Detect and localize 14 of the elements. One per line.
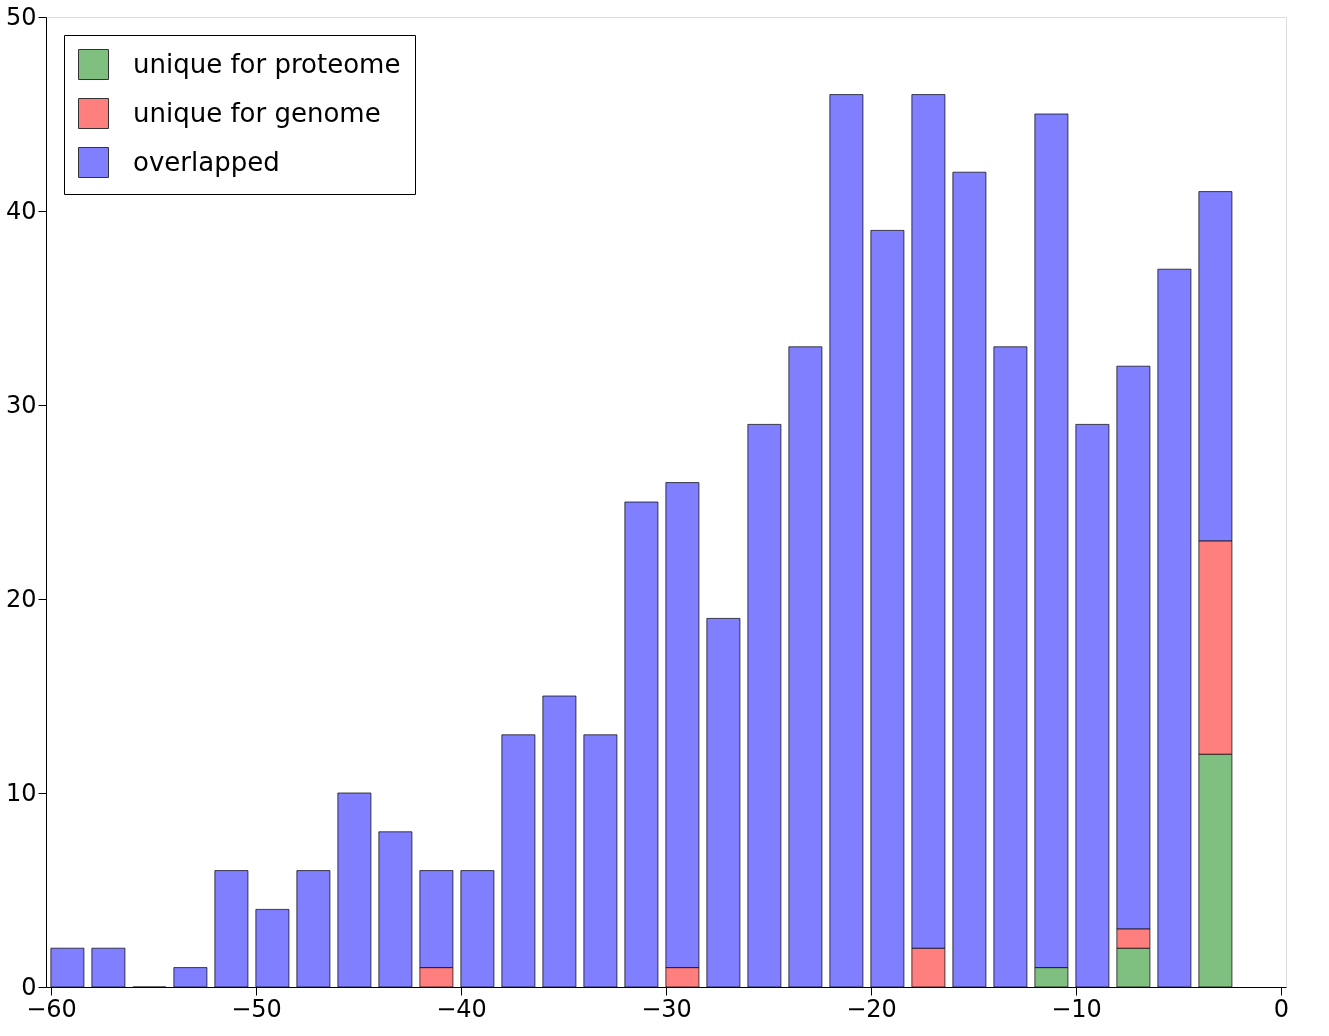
y-tick-label: 20	[5, 584, 37, 613]
legend-label: overlapped	[133, 146, 280, 177]
y-tick-label: 50	[5, 2, 37, 31]
y-tick-label: 10	[5, 778, 37, 807]
x-tick-label: 0	[1273, 994, 1290, 1023]
x-tick-label: −50	[231, 994, 282, 1023]
x-tick-label: −10	[1051, 994, 1102, 1023]
legend-label: unique for genome	[133, 97, 381, 128]
x-tick-label: −20	[846, 994, 897, 1023]
y-tick-label: 40	[5, 196, 37, 225]
legend-label: unique for proteome	[133, 48, 401, 79]
x-tick-label: −40	[436, 994, 487, 1023]
x-tick-label: −30	[641, 994, 692, 1023]
y-tick-label: 30	[5, 390, 37, 419]
